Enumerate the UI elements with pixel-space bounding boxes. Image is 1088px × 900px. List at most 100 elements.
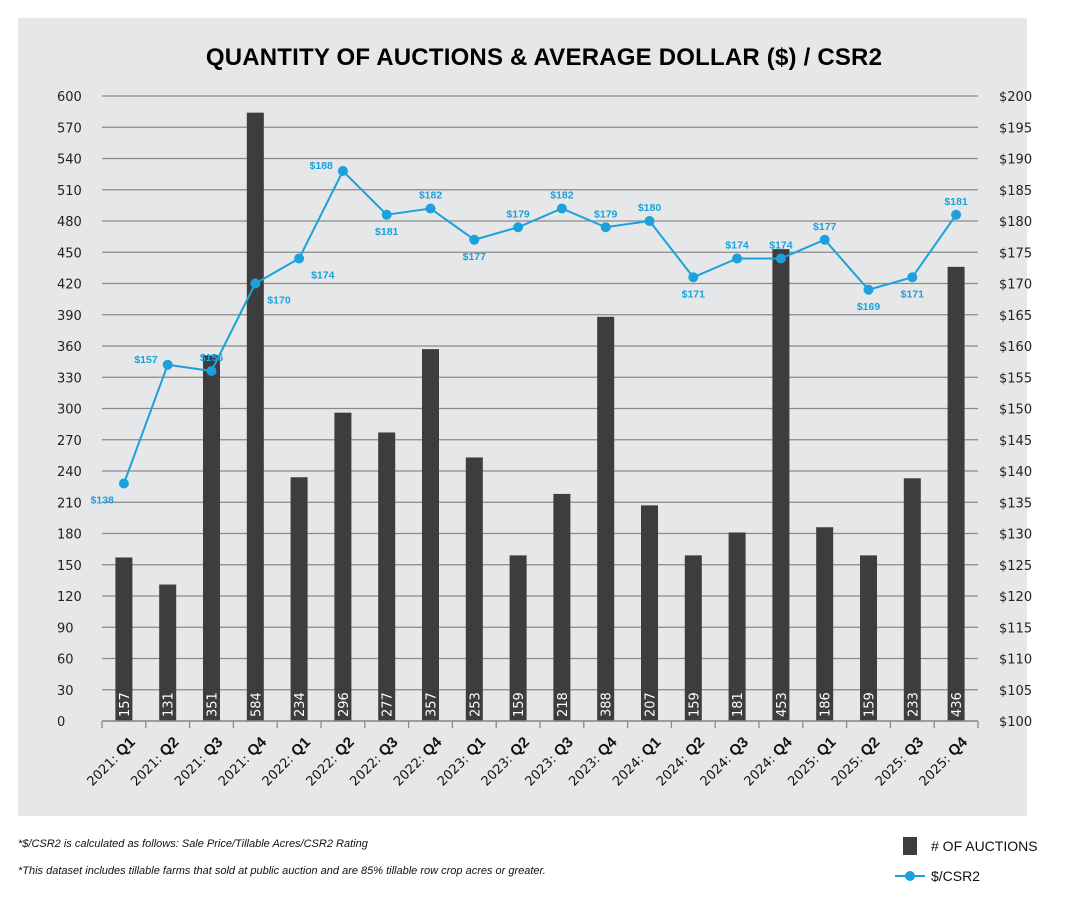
x-label-year: 2023: [479, 749, 519, 789]
csr2-value-label: $170 [267, 295, 291, 307]
left-tick-label: 390 [57, 309, 82, 324]
csr2-point [294, 253, 305, 264]
csr2-point [513, 222, 524, 233]
bar-value-label: 207 [644, 692, 659, 717]
bar [290, 477, 308, 721]
right-tick-label: $200 [999, 90, 1032, 105]
x-label-year: 2025: [829, 749, 869, 789]
bar [422, 349, 439, 721]
csr2-point [118, 478, 129, 489]
bar [860, 555, 877, 721]
bar-value-label: 388 [600, 692, 615, 717]
bar-value-label: 296 [337, 692, 352, 717]
x-label-year: 2022: [304, 749, 344, 789]
right-tick-label: $105 [999, 684, 1032, 699]
bar-value-label: 157 [118, 692, 133, 717]
bar-value-label: 436 [950, 692, 965, 717]
bar-value-label: 159 [512, 692, 527, 717]
footnotes: *$/CSR2 is calculated as follows: Sale P… [18, 838, 546, 892]
bar [903, 478, 921, 721]
legend-label-csr2: $/CSR2 [931, 868, 981, 884]
x-label-year: 2022: [391, 749, 431, 789]
footnote-1: *$/CSR2 is calculated as follows: Sale P… [18, 838, 368, 850]
bar-value-label: 131 [162, 692, 177, 717]
csr2-point [644, 216, 655, 226]
gridlines [102, 95, 978, 722]
bar-value-label: 218 [556, 692, 571, 717]
csr2-value-label: $181 [944, 196, 968, 208]
legend-item-csr2: $/CSR2 [895, 866, 1038, 886]
x-tick-label: 2025: Q4 [915, 733, 971, 789]
x-label-year: 2023: [523, 749, 563, 789]
bar-value-label: 351 [206, 692, 221, 717]
right-tick-label: $160 [999, 340, 1032, 355]
csr2-value-label: $157 [134, 354, 158, 366]
right-tick-label: $195 [999, 121, 1032, 136]
left-tick-label: 90 [57, 621, 74, 636]
csr2-value-label: $179 [594, 208, 618, 220]
right-tick-label: $175 [999, 246, 1032, 261]
left-tick-label: 180 [57, 528, 82, 543]
csr2-value-label: $180 [638, 202, 662, 214]
right-tick-label: $110 [999, 653, 1032, 668]
csr2-point [600, 222, 611, 233]
bar-series: 157 131 351 584 234 296 277 357 253 159 218 388 207 1… [115, 112, 965, 721]
bar-value-label: 181 [731, 692, 746, 717]
x-label-year: 2024: [742, 749, 782, 789]
csr2-point [688, 272, 699, 283]
bar [334, 412, 352, 721]
csr2-point [951, 209, 962, 220]
bar [378, 432, 396, 721]
x-label-year: 2025: [917, 749, 957, 789]
legend-label-auctions: # OF AUCTIONS [931, 838, 1038, 854]
csr2-point [863, 284, 874, 295]
csr2-point [556, 203, 567, 214]
bar [553, 493, 571, 721]
csr2-point [337, 166, 348, 176]
x-label-year: 2021: [85, 749, 125, 789]
left-tick-label: 60 [57, 653, 74, 668]
x-label-year: 2025: [785, 749, 825, 789]
left-tick-label: 570 [57, 121, 82, 136]
right-tick-label: $115 [999, 621, 1032, 636]
bar-value-label: 159 [863, 692, 878, 717]
csr2-value-label: $156 [200, 352, 224, 364]
bar-value-label: 234 [293, 692, 308, 717]
csr2-line [122, 169, 957, 484]
csr2-value-label: $177 [463, 251, 487, 263]
csr2-value-label: $174 [311, 270, 335, 282]
csr2-point [381, 209, 392, 220]
chart-canvas: 0 30 60 90 120 150 180 210 240 270 300 330 360 390 420… [57, 90, 1032, 789]
left-tick-label: 510 [57, 184, 82, 199]
csr2-value-label: $174 [725, 240, 749, 252]
bar [115, 557, 133, 721]
x-label-year: 2022: [260, 749, 300, 789]
csr2-value-label: $174 [769, 240, 793, 252]
bar [641, 505, 658, 721]
csr2-point [819, 234, 830, 245]
left-tick-label: 420 [57, 278, 82, 293]
x-label-year: 2021: [128, 749, 168, 789]
left-tick-label: 210 [57, 496, 82, 511]
csr2-point [250, 278, 261, 289]
csr2-value-label: $182 [419, 190, 443, 202]
bar [597, 316, 615, 721]
right-tick-label: $100 [999, 715, 1032, 730]
left-tick-label: 600 [57, 90, 82, 105]
right-tick-label: $190 [999, 153, 1032, 168]
csr2-value-label: $169 [857, 301, 881, 313]
bar [246, 112, 264, 721]
right-tick-label: $185 [999, 184, 1032, 199]
csr2-point [907, 272, 918, 283]
left-tick-label: 270 [57, 434, 82, 449]
x-label-year: 2024: [698, 749, 738, 789]
left-tick-label: 480 [57, 215, 82, 230]
bar [509, 555, 527, 721]
right-tick-label: $165 [999, 309, 1032, 324]
csr2-value-label: $188 [310, 160, 334, 172]
bar [684, 555, 702, 721]
right-tick-label: $145 [999, 434, 1032, 449]
right-tick-label: $155 [999, 371, 1032, 386]
left-tick-label: 0 [57, 715, 65, 730]
